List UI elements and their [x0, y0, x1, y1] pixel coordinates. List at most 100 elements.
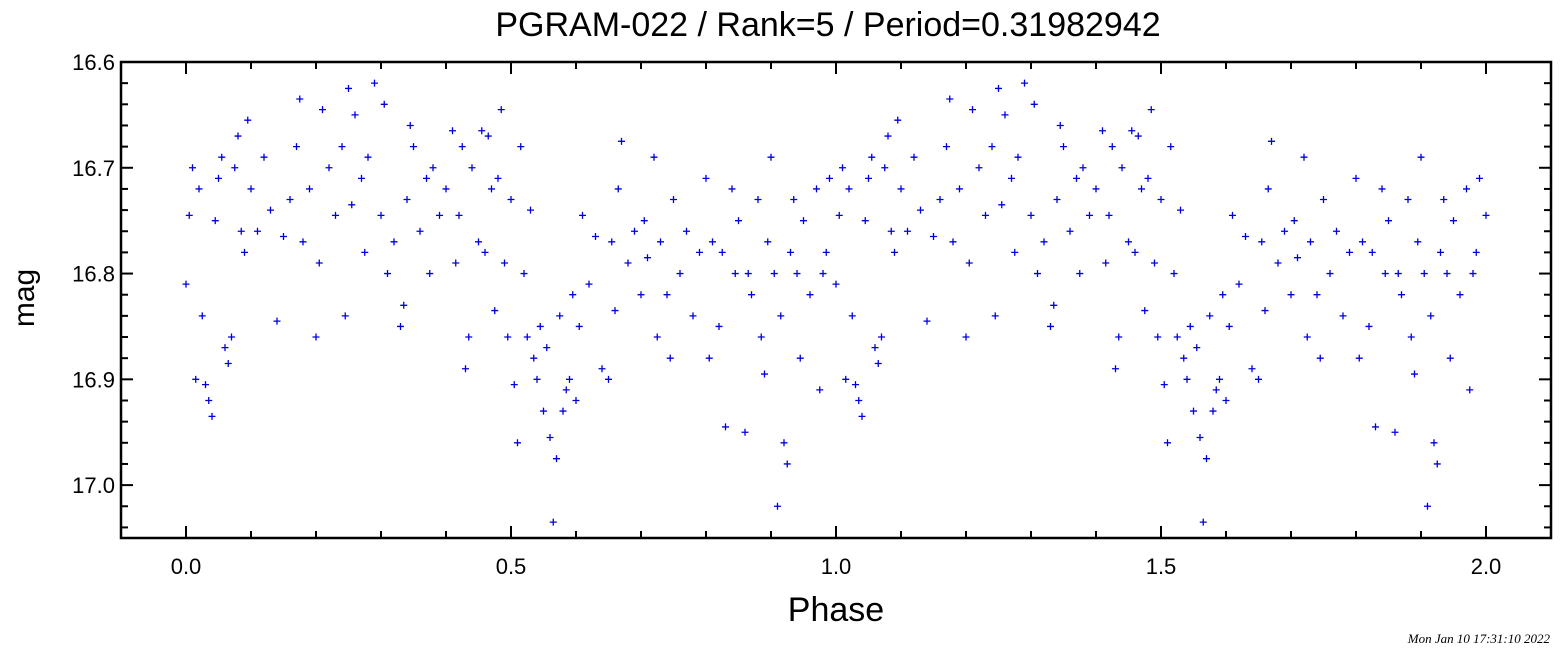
- data-point: [1440, 196, 1448, 204]
- data-point: [198, 312, 206, 320]
- data-point: [1076, 270, 1084, 278]
- data-point: [1180, 354, 1188, 362]
- data-point: [722, 423, 729, 431]
- data-point: [293, 143, 300, 151]
- data-point: [832, 280, 840, 288]
- data-point: [904, 227, 911, 235]
- data-point: [312, 333, 320, 341]
- data-point: [917, 206, 924, 214]
- data-point: [1472, 248, 1480, 256]
- data-point: [689, 312, 697, 320]
- data-point: [861, 217, 869, 225]
- y-tick-label: 16.9: [72, 367, 115, 392]
- data-point: [1381, 270, 1389, 278]
- data-point: [884, 132, 892, 140]
- data-point: [881, 164, 889, 172]
- data-point: [215, 174, 222, 182]
- data-point: [491, 307, 499, 315]
- data-point: [640, 217, 648, 225]
- data-point: [286, 196, 294, 204]
- data-point: [254, 227, 261, 235]
- data-point: [1203, 455, 1210, 463]
- data-point: [221, 344, 229, 352]
- data-point: [709, 238, 716, 246]
- data-point: [1040, 238, 1048, 246]
- data-point: [1125, 238, 1132, 246]
- data-point: [982, 211, 989, 219]
- data-point: [702, 174, 710, 182]
- data-point: [780, 439, 788, 447]
- data-point: [1157, 196, 1165, 204]
- data-point: [397, 322, 404, 330]
- data-point: [468, 164, 476, 172]
- data-point: [1411, 370, 1418, 378]
- data-point: [325, 164, 333, 172]
- data-point: [569, 291, 577, 299]
- data-point: [1398, 291, 1405, 299]
- data-point: [208, 412, 216, 420]
- data-point: [1216, 375, 1223, 383]
- data-point: [705, 354, 713, 362]
- data-point: [1118, 164, 1126, 172]
- data-point: [192, 375, 200, 383]
- data-point: [614, 185, 622, 193]
- data-point: [1073, 174, 1080, 182]
- data-point: [631, 227, 638, 235]
- data-point: [1414, 238, 1422, 246]
- x-tick-label: 0.0: [171, 554, 202, 579]
- data-point: [579, 211, 586, 219]
- data-point: [822, 248, 830, 256]
- data-point: [1092, 185, 1100, 193]
- data-point: [1099, 127, 1106, 135]
- data-point: [358, 174, 365, 182]
- data-point: [273, 317, 281, 325]
- data-point: [1417, 153, 1425, 161]
- data-point: [1433, 460, 1441, 468]
- y-tick-label: 16.6: [72, 50, 115, 75]
- data-point: [536, 322, 544, 330]
- data-point: [260, 153, 268, 161]
- data-point: [1268, 137, 1275, 145]
- data-point: [478, 127, 486, 135]
- data-point: [1469, 270, 1477, 278]
- data-point: [1235, 280, 1243, 288]
- data-point: [416, 227, 424, 235]
- data-point: [319, 106, 326, 114]
- data-point: [481, 248, 489, 256]
- data-point: [1424, 502, 1431, 510]
- data-point: [523, 333, 531, 341]
- data-point: [546, 434, 554, 442]
- x-axis: 0.0 0.5 1.0 1.5 2.0: [171, 62, 1501, 579]
- data-point: [965, 259, 973, 267]
- data-point: [796, 354, 804, 362]
- data-point: [1151, 259, 1158, 267]
- data-point: [744, 270, 752, 278]
- data-point: [683, 227, 690, 235]
- data-point: [1173, 333, 1181, 341]
- data-point: [1352, 174, 1360, 182]
- data-point: [969, 106, 976, 114]
- data-point: [228, 333, 235, 341]
- data-point: [504, 333, 512, 341]
- data-point: [189, 164, 196, 172]
- data-point: [868, 153, 876, 161]
- data-point: [855, 396, 863, 404]
- data-point: [1476, 174, 1483, 182]
- data-point: [653, 333, 661, 341]
- data-point: [608, 238, 616, 246]
- data-point: [598, 365, 606, 373]
- data-point: [530, 354, 538, 362]
- data-point: [1300, 153, 1308, 161]
- data-point: [676, 270, 684, 278]
- data-point: [462, 365, 469, 373]
- data-point: [559, 407, 567, 415]
- data-point: [1407, 333, 1415, 341]
- data-point: [936, 196, 944, 204]
- data-point: [1014, 153, 1022, 161]
- data-point: [777, 312, 785, 320]
- data-point: [1346, 248, 1353, 256]
- data-point: [774, 502, 781, 510]
- data-point: [988, 143, 996, 151]
- data-point: [1060, 143, 1067, 151]
- data-point: [930, 233, 937, 241]
